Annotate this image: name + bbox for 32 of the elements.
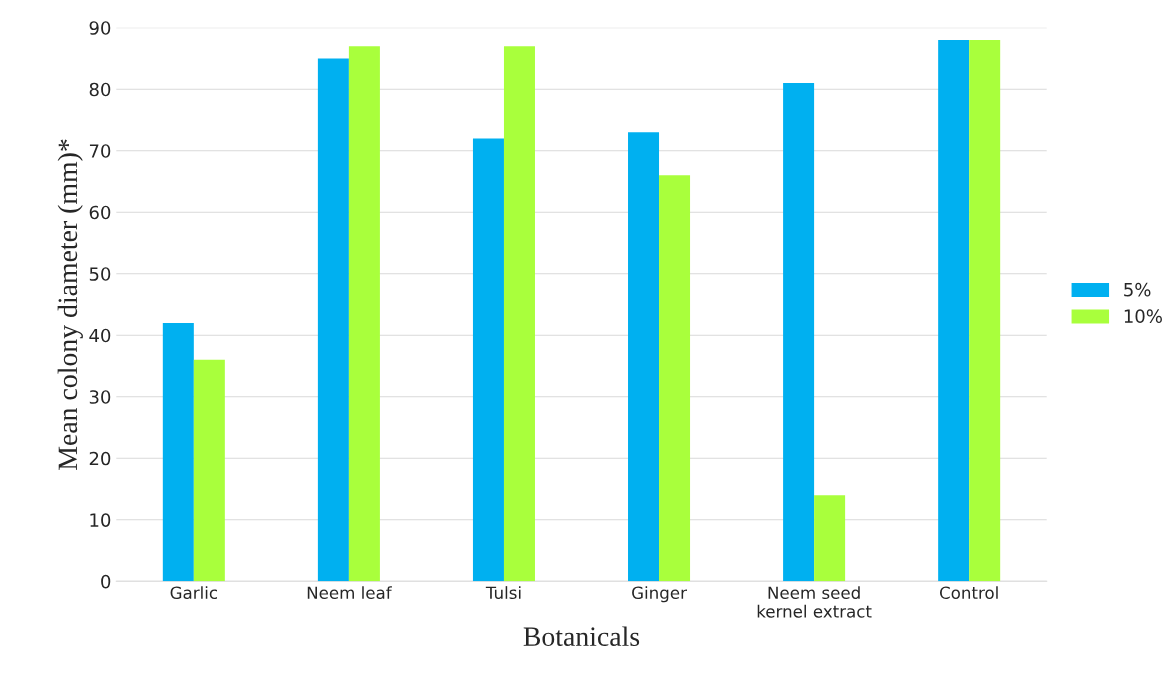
bar: [659, 175, 691, 582]
x-axis-title: Botanicals: [523, 626, 640, 647]
bar: [503, 46, 535, 582]
bar: [969, 39, 1001, 582]
bar: [317, 58, 349, 582]
x-tick-label: Control: [939, 586, 998, 600]
bar: [783, 83, 815, 582]
y-tick-label: 40: [89, 328, 111, 343]
x-tick-label: Garlic: [170, 586, 217, 600]
y-tick-label: 20: [89, 451, 111, 466]
legend-label: 10%: [1124, 309, 1162, 323]
y-tick-label: 50: [89, 267, 111, 281]
y-axis-title: Mean colony diameter (mm)*: [57, 139, 83, 470]
y-tick-label: 30: [89, 390, 111, 404]
x-tick-label: Ginger: [632, 586, 687, 603]
y-tick-label: 90: [89, 21, 111, 35]
bar: [472, 138, 504, 582]
x-tick-label: Neem seed kernel extract: [757, 586, 872, 618]
legend-label: 5%: [1124, 282, 1151, 297]
x-tick-label: Neem leaf: [307, 586, 392, 600]
bar: [162, 322, 194, 582]
x-tick-label: Tulsi: [485, 586, 521, 600]
y-tick-label: 80: [89, 82, 111, 97]
y-tick-label: 0: [101, 574, 111, 589]
y-tick-label: 10: [90, 513, 111, 527]
bar: [814, 495, 846, 582]
bar: [193, 359, 225, 582]
bar: [348, 46, 380, 582]
bar: [938, 39, 970, 582]
bar: [628, 132, 660, 582]
y-tick-label: 70: [89, 144, 111, 158]
y-tick-label: 60: [89, 205, 111, 220]
